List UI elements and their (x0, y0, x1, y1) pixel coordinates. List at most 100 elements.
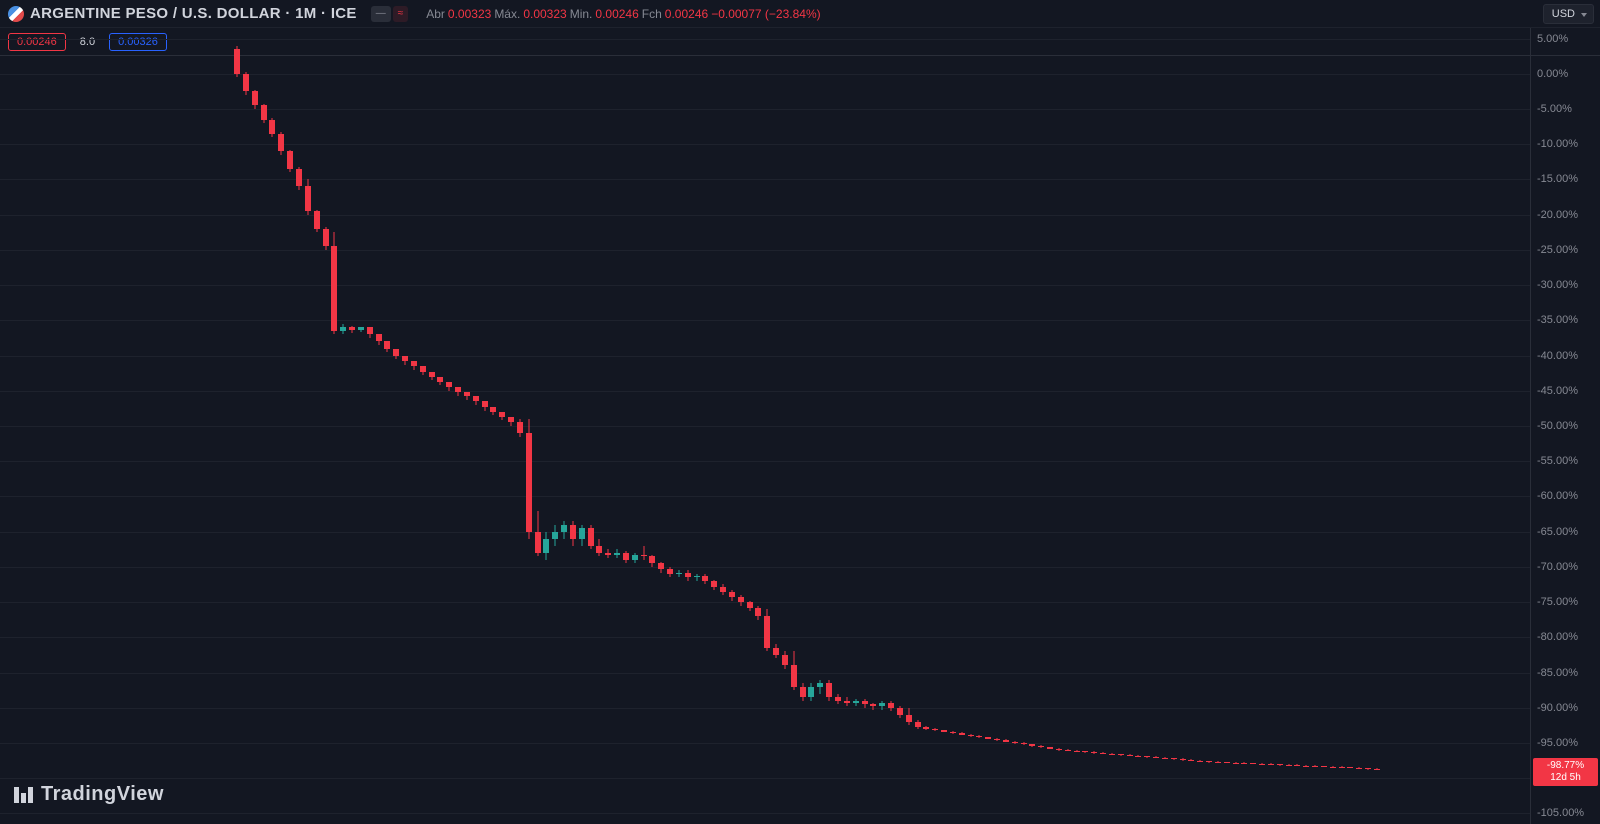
open-label: Abr (426, 7, 445, 21)
candle (429, 372, 435, 380)
candle (862, 699, 868, 707)
y-axis-tick: -15.00% (1537, 173, 1578, 185)
candle (305, 179, 311, 214)
candle (826, 680, 832, 701)
gridline (0, 496, 1530, 497)
candle (1294, 764, 1300, 766)
gridline (0, 356, 1530, 357)
candle (915, 720, 921, 728)
candle (570, 521, 576, 546)
currency-select[interactable]: USD (1543, 4, 1594, 24)
candle (446, 382, 452, 391)
candle (1162, 757, 1168, 759)
gridline (0, 74, 1530, 75)
gridline (0, 813, 1530, 814)
candle (632, 553, 638, 564)
candle (1197, 760, 1203, 762)
candle (1038, 745, 1044, 748)
low-label: Min. (570, 7, 593, 21)
symbol-title[interactable]: ARGENTINE PESO / U.S. DOLLAR · 1M · ICE (30, 5, 357, 22)
candle (641, 546, 647, 560)
candle (376, 334, 382, 345)
candle (623, 551, 629, 563)
candle (1259, 763, 1265, 765)
y-axis-tick: -35.00% (1537, 314, 1578, 326)
candle (1144, 756, 1150, 758)
pill-grey[interactable]: — (371, 6, 391, 22)
chart-area[interactable] (0, 56, 1530, 824)
pill-red[interactable]: ≈ (393, 6, 409, 22)
gridline (0, 144, 1530, 145)
y-axis-tick: -25.00% (1537, 244, 1578, 256)
candle (1339, 766, 1345, 768)
candle (499, 412, 505, 420)
candle (720, 584, 726, 595)
candle (649, 555, 655, 567)
candle (835, 694, 841, 705)
candle (932, 728, 938, 731)
gridline (0, 708, 1530, 709)
candle (473, 396, 479, 404)
candle (349, 326, 355, 333)
gridline (0, 743, 1530, 744)
candle (1224, 762, 1230, 764)
y-axis-tick: -65.00% (1537, 526, 1578, 538)
candle (994, 738, 1000, 741)
candle (1312, 765, 1318, 767)
high-price-badge[interactable]: 0.00326 (109, 33, 167, 51)
candle (773, 644, 779, 658)
y-axis-tick: -75.00% (1537, 596, 1578, 608)
y-axis[interactable]: 5.00%0.00%-5.00%-10.00%-15.00%-20.00%-25… (1530, 28, 1600, 824)
candle (234, 46, 240, 78)
candle (1100, 752, 1106, 754)
candle (879, 701, 885, 710)
candle (579, 525, 585, 546)
candle (464, 392, 470, 400)
candle (1127, 754, 1133, 756)
candle (1047, 747, 1053, 750)
candle (1109, 753, 1115, 755)
candle (1003, 739, 1009, 742)
watermark-text: TradingView (41, 783, 164, 806)
gridline (0, 391, 1530, 392)
candle (508, 417, 514, 426)
candle (543, 532, 549, 560)
candle (269, 118, 275, 137)
gridline (0, 285, 1530, 286)
change-value: −0.00077 (−23.84%) (711, 7, 820, 21)
candle (764, 609, 770, 651)
gridline (0, 39, 1530, 40)
gridline (0, 602, 1530, 603)
y-axis-tick: 5.00% (1537, 33, 1568, 45)
y-axis-tick: -40.00% (1537, 350, 1578, 362)
y-axis-tick: -70.00% (1537, 561, 1578, 573)
ohlc-readout: Abr 0.00323 Máx. 0.00323 Min. 0.00246 Fc… (426, 7, 820, 21)
candle (552, 525, 558, 546)
current-price-marker: -98.77%12d 5h (1533, 758, 1598, 786)
candle (614, 549, 620, 558)
candle (1233, 762, 1239, 764)
candle (358, 327, 364, 333)
candle (853, 699, 859, 706)
y-axis-tick: -30.00% (1537, 279, 1578, 291)
low-price-badge[interactable]: 0.00246 (8, 33, 66, 51)
candle (685, 570, 691, 581)
candle (314, 210, 320, 233)
candle (808, 683, 814, 701)
y-axis-tick: -85.00% (1537, 667, 1578, 679)
gridline (0, 320, 1530, 321)
y-axis-tick: -105.00% (1537, 807, 1584, 819)
close-label: Fch (642, 7, 662, 21)
candle (517, 419, 523, 437)
high-value: 0.00323 (523, 7, 566, 21)
candle (1277, 764, 1283, 766)
candle (906, 708, 912, 726)
gridline (0, 778, 1530, 779)
candle (561, 521, 567, 539)
candle (526, 419, 532, 539)
candle (755, 606, 761, 620)
y-axis-tick: -90.00% (1537, 702, 1578, 714)
candle (1180, 758, 1186, 760)
candle (658, 562, 664, 573)
candle (667, 567, 673, 578)
